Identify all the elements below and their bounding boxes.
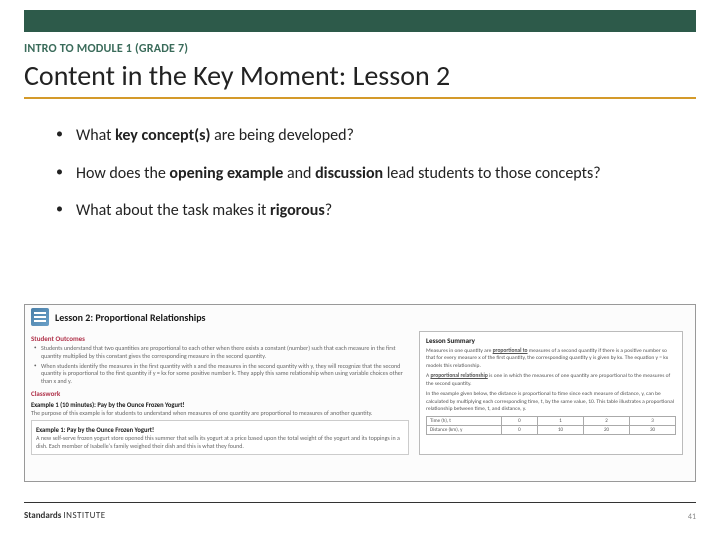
top-accent-bar: [24, 10, 696, 32]
outcome-2: When students identify the measures in t…: [31, 363, 409, 386]
example-inner-heading: Example 1: Pay by the Ounce Frozen Yogur…: [36, 426, 404, 434]
bullet-2: How does the opening example and discuss…: [50, 163, 660, 185]
lesson-header: Lesson 2: Proportional Relationships: [25, 305, 695, 329]
summary-p2: A proportional relationship is one in wh…: [426, 373, 676, 388]
example-inner-box: Example 1: Pay by the Ounce Frozen Yogur…: [31, 420, 409, 456]
lesson-title: Lesson 2: Proportional Relationships: [55, 311, 206, 324]
summary-p3: In the example given below, the distance…: [426, 391, 676, 413]
bullet-1: What key concept(s) are being developed?: [50, 125, 660, 147]
summary-table: Time (h), t0123 Distance (km), y0102030: [426, 416, 676, 435]
page-number: 41: [688, 512, 696, 522]
footer-divider: [24, 502, 696, 503]
lesson-excerpt-box: Lesson 2: Proportional Relationships Stu…: [24, 304, 696, 482]
summary-p1: Measures in one quantity are proportiona…: [426, 348, 676, 370]
summary-heading: Lesson Summary: [426, 336, 676, 345]
example-heading: Example 1 (10 minutes): Pay by the Ounce…: [31, 401, 409, 409]
example-inner-text: A new self-serve frozen yogurt store ope…: [36, 435, 404, 451]
outcome-1: Students understand that two quantities …: [31, 345, 409, 361]
eyebrow-label: INTRO TO MODULE 1 (GRADE 7): [24, 42, 696, 56]
student-outcomes-heading: Student Outcomes: [31, 334, 409, 343]
lesson-left-pane: Student Outcomes Students understand tha…: [31, 331, 409, 455]
lesson-icon: [31, 308, 49, 326]
classwork-heading: Classwork: [31, 389, 409, 398]
lesson-summary-pane: Lesson Summary Measures in one quantity …: [419, 331, 683, 455]
table-row: Time (h), t0123: [427, 417, 676, 426]
bullet-3: What about the task makes it rigorous?: [50, 200, 660, 222]
student-outcomes-list: Students understand that two quantities …: [31, 345, 409, 386]
table-row: Distance (km), y0102030: [427, 426, 676, 435]
slide-title: Content in the Key Moment: Lesson 2: [24, 58, 696, 99]
footer-brand: Standards INSTITUTE: [24, 510, 106, 521]
question-bullets: What key concept(s) are being developed?…: [50, 125, 660, 222]
example-intro: The purpose of this example is for stude…: [31, 410, 409, 418]
